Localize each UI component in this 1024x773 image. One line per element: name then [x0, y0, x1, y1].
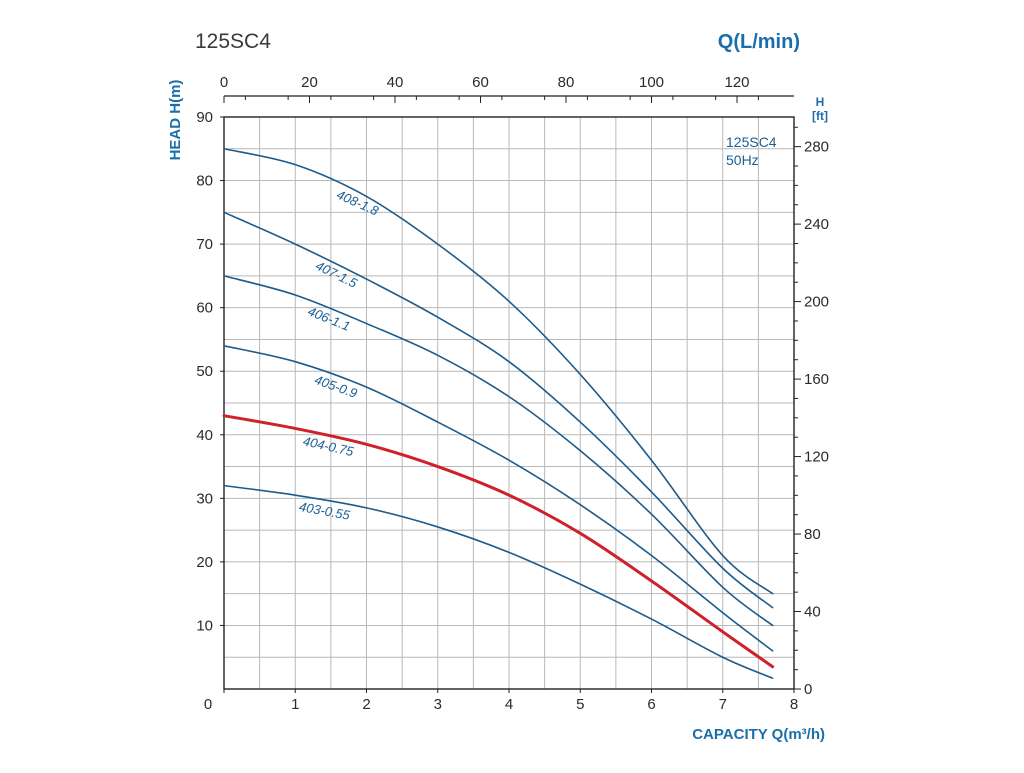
- right-axis-label-ft: [ft]: [812, 109, 828, 123]
- y-tick-label: 80: [196, 173, 213, 190]
- y-tick-label: 30: [196, 490, 213, 507]
- curve-label-404-0.75: 404-0.75: [302, 433, 356, 459]
- x-tick-label: 3: [434, 696, 442, 713]
- curve-406-1.1: [223, 275, 774, 627]
- x-tick-label: 7: [719, 696, 727, 713]
- x-tick-label: 4: [505, 696, 513, 713]
- right-axis-label-h: H: [816, 95, 825, 109]
- curve-405-0.9: [223, 345, 774, 652]
- y-tick-label: 20: [196, 554, 213, 571]
- right-tick-label: 80: [804, 526, 821, 543]
- right-tick-label: 120: [804, 449, 829, 466]
- top-tick-label: 120: [724, 74, 749, 91]
- chart-title: 125SC4: [195, 30, 271, 53]
- y-axis-label: HEAD H(m): [167, 80, 184, 161]
- x-tick-label: 6: [647, 696, 655, 713]
- curve-408-1.8: [223, 147, 774, 595]
- right-tick-label: 0: [804, 681, 812, 698]
- x-axis-label: CAPACITY Q(m³/h): [692, 726, 825, 743]
- right-tick-label: 160: [804, 371, 829, 388]
- y-tick-label: 70: [196, 236, 213, 253]
- series-layer: [222, 147, 775, 679]
- x-tick-label: 8: [790, 696, 798, 713]
- y-tick-label: 60: [196, 300, 213, 317]
- curve-404-0.75: [222, 414, 775, 669]
- top-tick-label: 60: [472, 74, 489, 91]
- right-tick-label: 200: [804, 294, 829, 311]
- curve-407-1.5: [223, 211, 774, 609]
- legend-model: 125SC4: [726, 134, 777, 150]
- x-tick-label: 0: [204, 696, 212, 713]
- top-axis-label: Q(L/min): [718, 31, 800, 53]
- x-tick-label: 2: [362, 696, 370, 713]
- top-tick-label: 0: [220, 74, 228, 91]
- axes-layer: 0 1 2 3 4 5 6 7 8 10 20 30 40 50 60 70 80 90 0 20 40 60 80 100 1…: [196, 74, 829, 713]
- y-tick-label: 90: [196, 109, 213, 126]
- y-tick-label: 50: [196, 363, 213, 380]
- grid-layer: [224, 117, 794, 689]
- curve-label-405-0.9: 405-0.9: [313, 372, 360, 401]
- right-tick-label: 40: [804, 604, 821, 621]
- y-tick-label: 40: [196, 427, 213, 444]
- y-tick-label: 10: [196, 617, 213, 634]
- top-tick-label: 80: [558, 74, 575, 91]
- curve-label-407-1.5: 407-1.5: [313, 258, 360, 291]
- curve-403-0.55: [223, 484, 774, 679]
- right-tick-label: 280: [804, 139, 829, 156]
- x-tick-label: 5: [576, 696, 584, 713]
- x-tick-label: 1: [291, 696, 299, 713]
- labels-layer: 408-1.8407-1.5406-1.1405-0.9404-0.75403-…: [298, 187, 382, 523]
- top-tick-label: 20: [301, 74, 318, 91]
- legend-frequency: 50Hz: [726, 152, 759, 168]
- top-tick-label: 40: [387, 74, 404, 91]
- right-tick-label: 240: [804, 216, 829, 233]
- top-tick-label: 100: [639, 74, 664, 91]
